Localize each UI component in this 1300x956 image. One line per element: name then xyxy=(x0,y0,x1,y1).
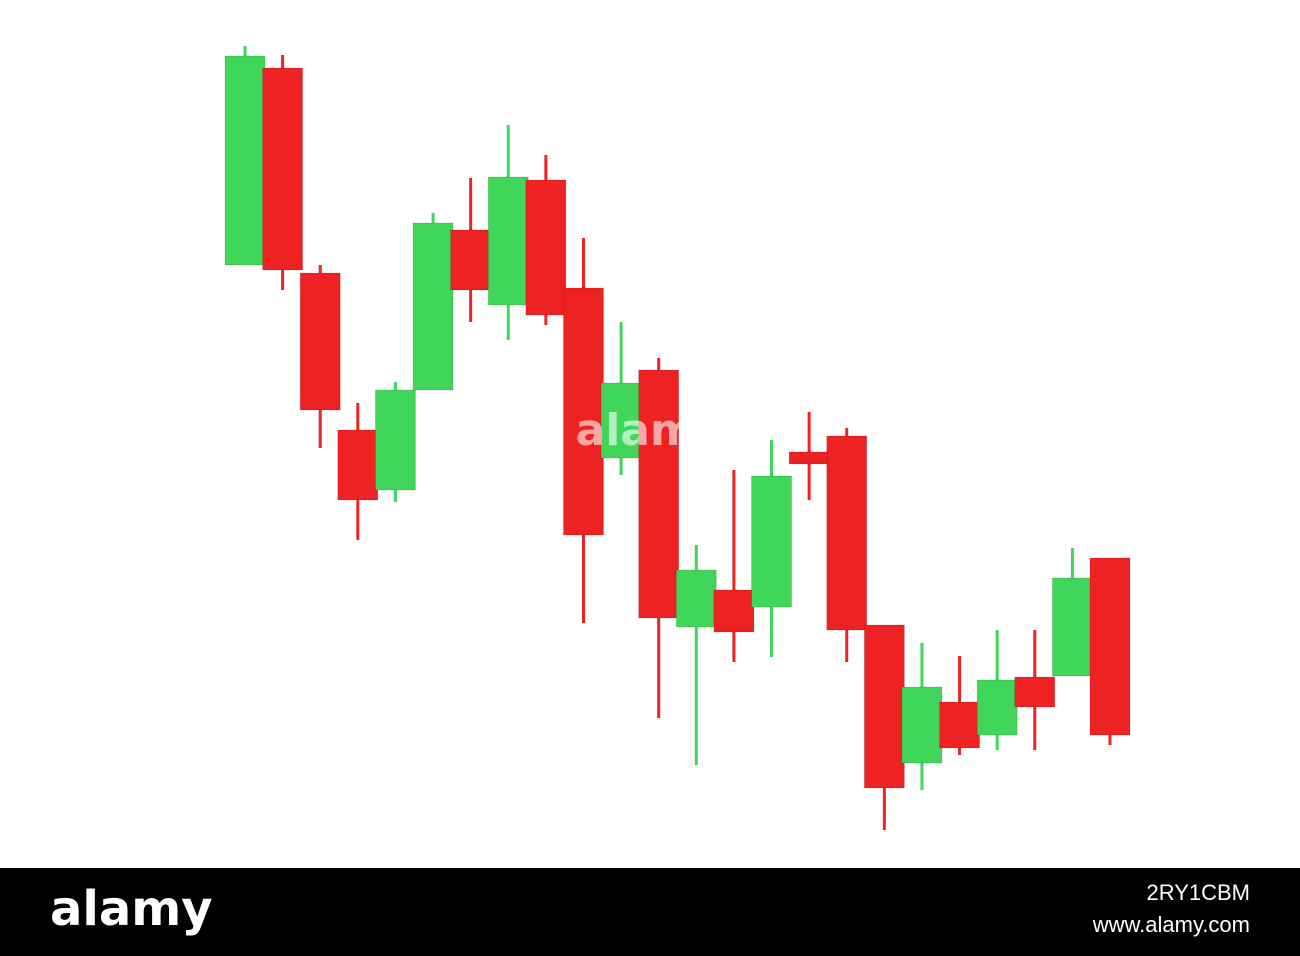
site-url: www.alamy.com xyxy=(1092,912,1250,937)
candle-body xyxy=(412,222,454,391)
candle-body xyxy=(751,475,793,608)
candle-body xyxy=(525,179,567,316)
candle-body xyxy=(224,55,266,266)
watermark-text: alamy xyxy=(576,405,725,456)
candle-body xyxy=(1014,676,1056,708)
candle-body xyxy=(1051,577,1093,677)
candle-body xyxy=(675,569,717,628)
candle-body xyxy=(262,67,304,271)
candle-body xyxy=(638,369,680,619)
plot-area xyxy=(224,46,1131,830)
image-id: 2RY1CBM xyxy=(1146,880,1250,905)
candle-body xyxy=(374,389,416,491)
candle-body xyxy=(863,624,905,789)
candle-body xyxy=(450,229,492,291)
candle-body xyxy=(788,451,830,465)
candle-body xyxy=(562,287,604,536)
candle-body xyxy=(487,176,529,306)
candle-body xyxy=(976,679,1018,736)
footer-bar xyxy=(0,868,1300,956)
candle-body xyxy=(299,272,341,411)
candle-body xyxy=(713,589,755,633)
candle-body xyxy=(901,686,943,764)
brand-logo: alamy xyxy=(50,881,213,937)
candle-body xyxy=(939,701,981,749)
candle-body xyxy=(337,429,379,501)
candle-body xyxy=(826,435,868,631)
candle-body xyxy=(1089,557,1131,736)
candle-body xyxy=(600,382,642,459)
